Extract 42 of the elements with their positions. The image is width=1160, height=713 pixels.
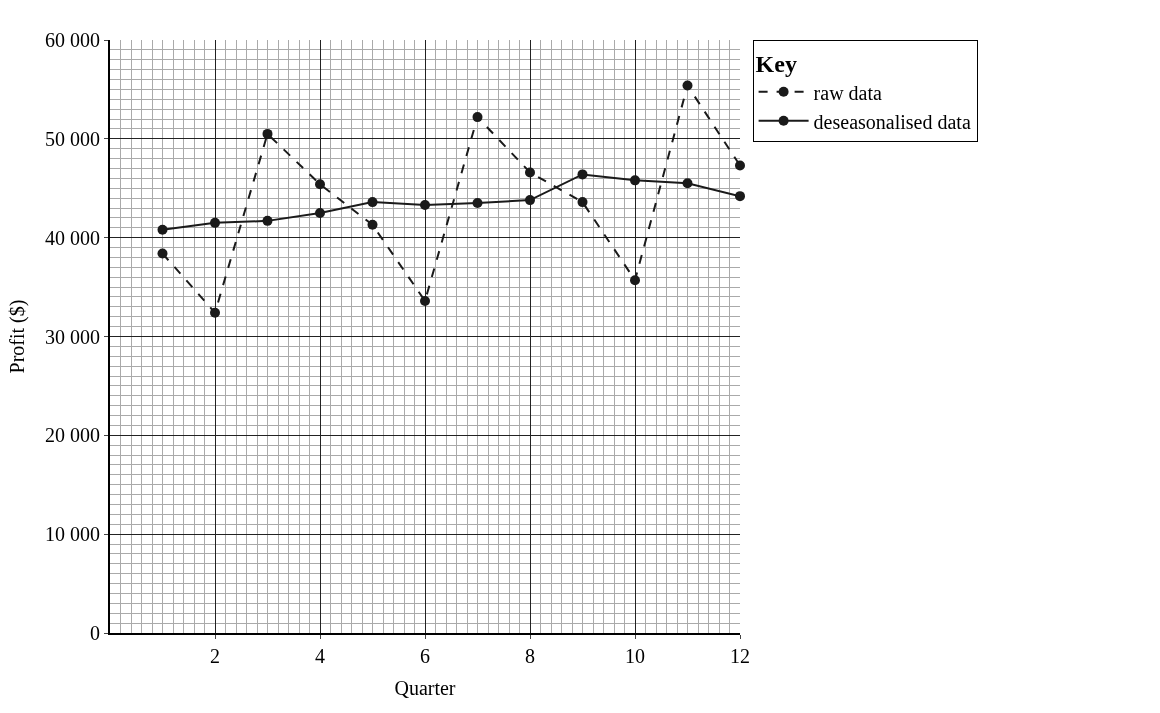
point [367, 219, 378, 230]
y-tick-label: 60 000 [45, 29, 100, 51]
point [157, 248, 168, 259]
point [735, 160, 745, 171]
legend-label: deseasonalised data [813, 110, 971, 133]
y-tick-label: 40 000 [45, 226, 100, 249]
y-tick-label: 20 000 [45, 424, 100, 447]
point [210, 307, 220, 318]
point [630, 175, 640, 186]
point [210, 217, 220, 228]
x-axis-title: Quarter [394, 677, 456, 699]
point [472, 112, 483, 123]
point [525, 167, 535, 178]
point [157, 224, 168, 235]
y-tick-label: 10 000 [45, 523, 100, 546]
point [682, 80, 693, 91]
point [420, 295, 430, 306]
x-tick-label: 10 [625, 645, 645, 667]
x-tick-label: 8 [525, 645, 535, 667]
y-tick-label: 50 000 [45, 127, 100, 150]
point [420, 200, 430, 211]
point [735, 191, 745, 202]
x-tick-label: 2 [210, 645, 220, 667]
x-tick-label: 6 [420, 645, 430, 667]
point [262, 215, 273, 226]
y-axis-title: Profit ($) [6, 299, 29, 374]
y-tick-label: 0 [90, 622, 100, 644]
point [315, 179, 325, 190]
point [525, 195, 535, 206]
legend-label: raw data [813, 81, 883, 104]
point [630, 275, 640, 286]
point [367, 197, 378, 208]
point [577, 169, 588, 180]
point [262, 128, 273, 139]
x-tick-label: 12 [730, 645, 750, 667]
point [315, 207, 325, 218]
y-tick-label: 30 000 [45, 325, 100, 348]
point [472, 198, 483, 209]
point [682, 178, 693, 189]
x-tick-label: 4 [315, 645, 325, 667]
point [577, 197, 588, 208]
legend-title: Key [755, 51, 797, 78]
